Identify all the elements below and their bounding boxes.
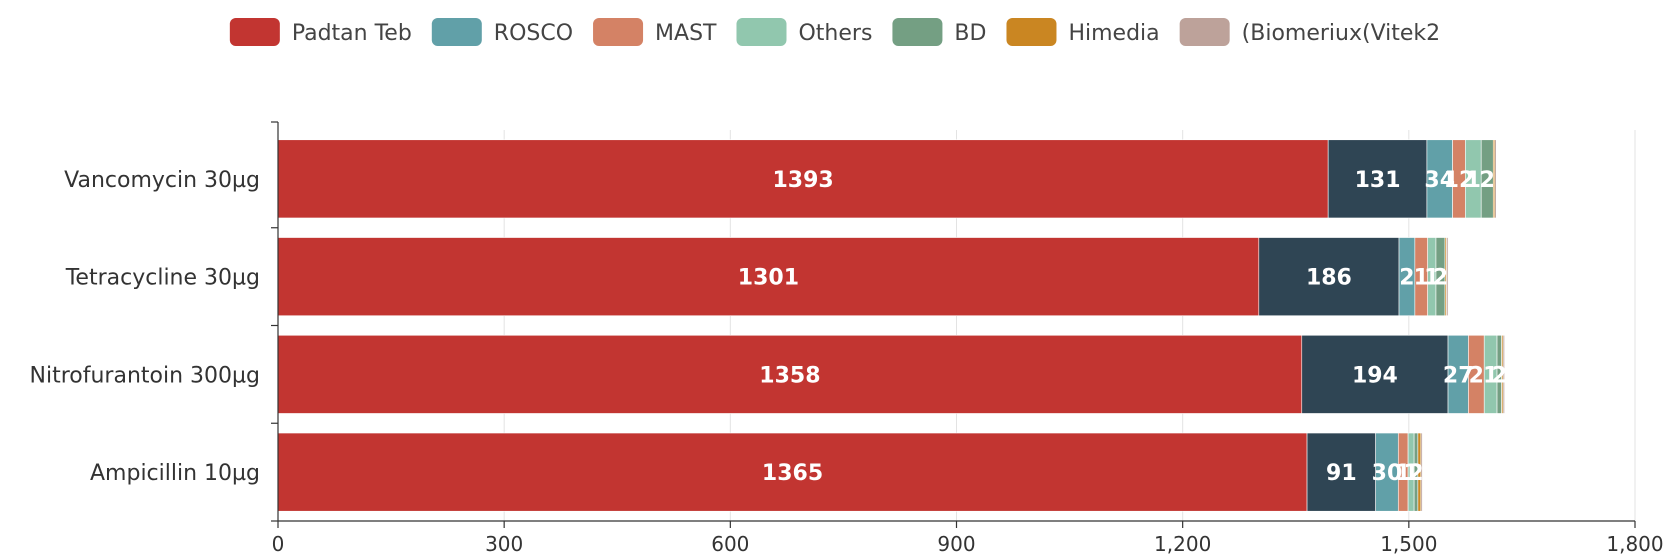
data-label-vancomycin-30-g-5: 2 bbox=[1480, 168, 1495, 193]
bar-vancomycin-30-g-segment-7 bbox=[1494, 139, 1497, 219]
legend-swatch-biomeriux-vitek2 bbox=[1179, 18, 1230, 46]
x-axis: 0 300 600 900 1,200 1,500 1,800 bbox=[272, 520, 1664, 556]
legend-item-others: Others bbox=[736, 18, 872, 46]
legend-label-rosco: ROSCO bbox=[494, 21, 573, 46]
x-tick-label-300: 300 bbox=[485, 532, 523, 556]
data-label-nitrofurantoin-300-g-3: 2 bbox=[1469, 363, 1484, 388]
category-label-nitrofurantoin-300-g: Nitrofurantoin 300µg bbox=[30, 363, 260, 388]
bar-nitrofurantoin-300-g-segment-7 bbox=[1502, 334, 1505, 414]
data-label-nitrofurantoin-300-g-0: 1358 bbox=[759, 363, 820, 388]
category-label-tetracycline-30-g: Tetracycline 30µg bbox=[65, 266, 260, 291]
x-tick-label-600: 600 bbox=[711, 532, 749, 556]
data-label-tetracycline-30-g-1: 186 bbox=[1306, 266, 1352, 291]
data-label-vancomycin-30-g-3: 12 bbox=[1444, 168, 1475, 193]
data-label-vancomycin-30-g-2: 34 bbox=[1424, 168, 1455, 193]
data-label-vancomycin-30-g-4: 1 bbox=[1466, 168, 1481, 193]
legend-swatch-padtan-teb bbox=[229, 18, 280, 46]
data-label-ampicillin-10-g-0: 1365 bbox=[762, 461, 823, 486]
legend-swatch-himedia bbox=[1006, 18, 1057, 46]
data-label-ampicillin-10-g-2: 30 bbox=[1372, 461, 1403, 486]
legend-label-biomeriux-vitek2: (Biomeriux(Vitek2 bbox=[1242, 21, 1441, 46]
bar-nitrofurantoin-300-g-segment-1 bbox=[1301, 334, 1449, 414]
legend-swatch-bd bbox=[892, 18, 943, 46]
legend-swatch-rosco bbox=[431, 18, 482, 46]
bar-nitrofurantoin-300-g-segment-0 bbox=[277, 334, 1303, 414]
bar-ampicillin-10-g-segment-1 bbox=[1306, 432, 1376, 512]
data-label-tetracycline-30-g-0: 1301 bbox=[738, 266, 799, 291]
category-label-vancomycin-30-g: Vancomycin 30µg bbox=[64, 168, 260, 193]
data-label-vancomycin-30-g-0: 1393 bbox=[772, 168, 833, 193]
data-label-vancomycin-30-g-1: 131 bbox=[1355, 168, 1401, 193]
legend-item-bd: BD bbox=[892, 18, 986, 46]
category-label-ampicillin-10-g: Ampicillin 10µg bbox=[90, 461, 260, 486]
legend-swatch-others bbox=[736, 18, 787, 46]
y-axis: Vancomycin 30µg Tetracycline 30µg Nitrofur… bbox=[30, 121, 279, 522]
x-tick-label-1500: 1,500 bbox=[1380, 532, 1437, 556]
legend-item-himedia: Himedia bbox=[1006, 18, 1160, 46]
bar-ampicillin-10-g-segment-0 bbox=[277, 432, 1308, 512]
data-label-nitrofurantoin-300-g-4: 1 bbox=[1483, 363, 1498, 388]
data-label-nitrofurantoin-300-g-5: 2 bbox=[1492, 363, 1507, 388]
legend-label-padtan-teb: Padtan Teb bbox=[292, 21, 412, 46]
legend-item-mast: MAST bbox=[593, 18, 717, 46]
data-label-tetracycline-30-g-3: 1 bbox=[1414, 266, 1429, 291]
legend-swatch-mast bbox=[593, 18, 644, 46]
data-label-nitrofurantoin-300-g-2: 27 bbox=[1443, 363, 1474, 388]
chart-legend: Padtan Teb ROSCO MAST Others BD Himedia (Biome… bbox=[229, 18, 1441, 46]
bar-ampicillin-10-g-segment-7 bbox=[1420, 432, 1423, 512]
bar-tetracycline-30-g-segment-0 bbox=[277, 237, 1260, 317]
data-label-ampicillin-10-g-4: 1 bbox=[1403, 461, 1418, 486]
legend-item-rosco: ROSCO bbox=[431, 18, 573, 46]
data-label-ampicillin-10-g-3: 1 bbox=[1396, 461, 1411, 486]
legend-label-himedia: Himedia bbox=[1068, 21, 1159, 46]
bar-tetracycline-30-g-segment-1 bbox=[1258, 237, 1400, 317]
legend-label-mast: MAST bbox=[655, 21, 717, 46]
legend-label-others: Others bbox=[798, 21, 872, 46]
data-label-tetracycline-30-g-4: 1 bbox=[1424, 266, 1439, 291]
legend-item-biomeriux-vitek2: (Biomeriux(Vitek2 bbox=[1179, 18, 1441, 46]
data-label-ampicillin-10-g-1: 91 bbox=[1326, 461, 1357, 486]
data-label-nitrofurantoin-300-g-1: 194 bbox=[1352, 363, 1398, 388]
bar-tetracycline-30-g-segment-7 bbox=[1446, 237, 1449, 317]
x-tick-label-1800: 1,800 bbox=[1606, 532, 1663, 556]
x-tick-label-1200: 1,200 bbox=[1154, 532, 1211, 556]
bar-vancomycin-30-g-segment-0 bbox=[277, 139, 1329, 219]
data-label-tetracycline-30-g-5: 2 bbox=[1433, 266, 1448, 291]
x-tick-label-0: 0 bbox=[272, 532, 285, 556]
chart-bars bbox=[277, 139, 1505, 512]
x-tick-label-900: 900 bbox=[937, 532, 975, 556]
legend-item-padtan-teb: Padtan Teb bbox=[229, 18, 412, 46]
data-label-tetracycline-30-g-2: 2 bbox=[1399, 266, 1414, 291]
data-label-ampicillin-10-g-5: 2 bbox=[1408, 461, 1423, 486]
legend-label-bd: BD bbox=[954, 21, 986, 46]
